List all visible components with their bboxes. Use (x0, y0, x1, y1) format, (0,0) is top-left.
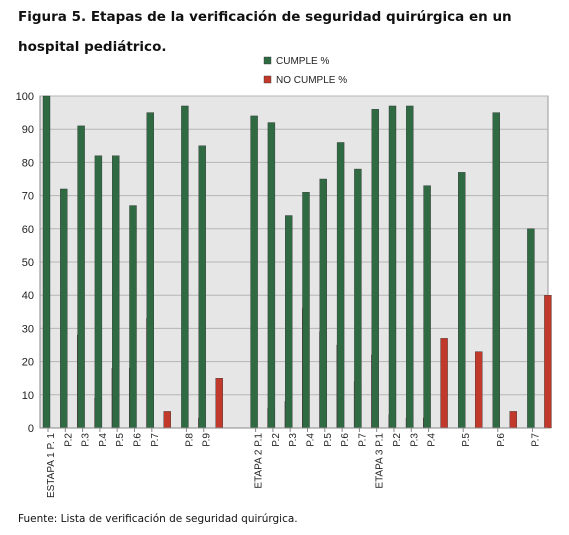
bar-cumple-17 (388, 105, 397, 429)
x-tick-label: ESTAPA 1 P. 1 (46, 433, 57, 498)
bar-cumple-13 (319, 178, 327, 429)
bar-cumple-10 (267, 122, 276, 429)
bars-group (42, 95, 552, 429)
x-tick-label: P.4 (98, 433, 109, 447)
bar-cumple-20 (458, 172, 466, 429)
y-tick-label: 90 (22, 124, 34, 136)
bar-cumple-22 (527, 228, 535, 429)
bar-no-cumple-22 (544, 295, 552, 429)
y-tick-label: 70 (22, 191, 34, 203)
x-tick-label: P.6 (340, 433, 351, 447)
x-tick-label: P.5 (115, 433, 126, 447)
x-tick-label: P.7 (530, 433, 541, 447)
x-tick-label: P.5 (323, 433, 334, 447)
bar-cumple-19 (423, 185, 431, 429)
y-tick-label: 60 (22, 224, 34, 236)
bar-cumple-21 (492, 112, 500, 429)
figure-title: Figura 5. Etapas de la verificación de s… (18, 9, 512, 55)
x-tick-label: P.4 (306, 433, 317, 447)
bar-cumple-2 (77, 125, 85, 429)
bar-no-cumple-6 (163, 411, 172, 429)
x-axis: ESTAPA 1 P. 1 P.2 P.3 P.4 P.5 P.6 P.7 P.8 P.9 ETA… (40, 427, 548, 498)
bar-cumple-8 (198, 145, 206, 429)
bar-cumple-4 (111, 155, 120, 429)
bar-cumple-16 (371, 109, 379, 429)
x-tick-label: P.3 (409, 433, 420, 447)
legend-swatch-no-cumple (263, 75, 272, 84)
legend-swatch-cumple (263, 56, 272, 65)
x-tick-label: P.9 (202, 433, 213, 447)
bar-cumple-3 (94, 155, 103, 429)
bar-cumple-9 (250, 115, 258, 429)
bar-no-cumple-19 (440, 338, 448, 429)
x-tick-label: P.2 (392, 433, 403, 447)
bar-cumple-5 (129, 205, 137, 429)
y-tick-label: 20 (22, 357, 34, 369)
bar-cumple-0 (42, 95, 51, 429)
legend-label-no-cumple: NO CUMPLE % (276, 75, 347, 86)
x-tick-label: P.8 (184, 433, 195, 447)
bar-cumple-14 (336, 142, 345, 429)
bar-no-cumple-8 (215, 378, 223, 429)
bar-cumple-11 (285, 215, 293, 429)
y-tick-label: 50 (22, 257, 34, 269)
bar-cumple-1 (60, 188, 68, 429)
x-tick-label: P.2 (271, 433, 282, 447)
y-tick-label: 40 (22, 290, 34, 302)
x-tick-label: P.7 (357, 433, 368, 447)
x-tick-label: P.3 (81, 433, 92, 447)
x-tick-label: P.6 (496, 433, 507, 447)
x-tick-label: P.3 (288, 433, 299, 447)
bar-chart: CUMPLE % NO CUMPLE % 0 10 20 30 40 50 60 70 80 90 1… (16, 56, 552, 498)
chart-legend: CUMPLE % NO CUMPLE % (263, 56, 347, 86)
bar-no-cumple-21 (509, 411, 517, 429)
x-tick-label: ETAPA 3 P.1 (375, 433, 386, 489)
bar-no-cumple-20 (475, 351, 483, 429)
x-tick-label: P.7 (150, 433, 161, 447)
x-tick-label: P.5 (461, 433, 472, 447)
source-footnote: Fuente: Lista de verificación de segurid… (18, 513, 298, 525)
bar-cumple-6 (146, 112, 155, 429)
bar-cumple-7 (181, 105, 189, 429)
x-tick-label: P.6 (133, 433, 144, 447)
bar-cumple-18 (406, 105, 414, 429)
y-tick-label: 10 (22, 390, 34, 402)
y-tick-label: 100 (16, 91, 34, 103)
y-tick-label: 0 (28, 423, 34, 435)
bar-cumple-15 (354, 168, 362, 429)
y-tick-label: 80 (22, 157, 34, 169)
x-tick-label: ETAPA 2 P.1 (254, 433, 265, 489)
x-tick-label: P.4 (427, 433, 438, 447)
y-axis: 0 10 20 30 40 50 60 70 80 90 100 (16, 91, 41, 435)
legend-label-cumple: CUMPLE % (276, 56, 329, 67)
y-tick-label: 30 (22, 323, 34, 335)
bar-cumple-12 (302, 192, 310, 429)
x-tick-label: P.2 (63, 433, 74, 447)
